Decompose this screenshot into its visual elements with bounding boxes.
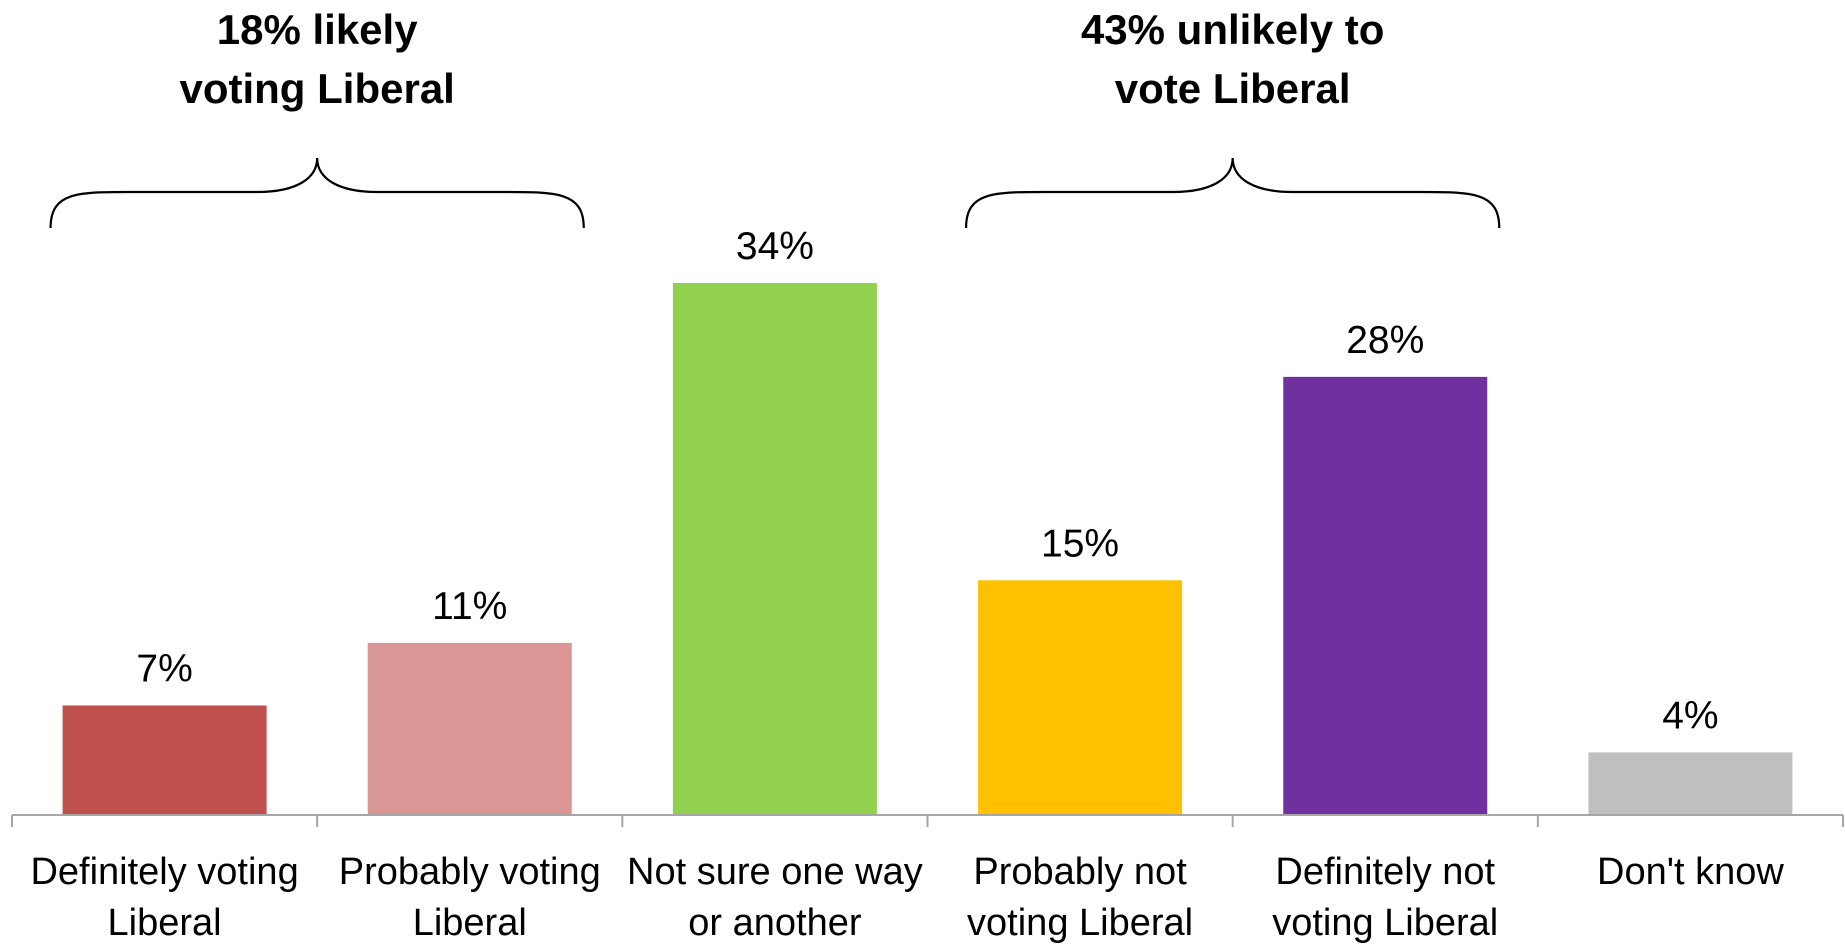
annotation-text: voting Liberal: [179, 65, 454, 112]
annotation-text: 43% unlikely to: [1081, 6, 1384, 53]
category-label: voting Liberal: [967, 902, 1193, 944]
x-axis: Definitely voting Liberal Probably voting L…: [11, 814, 1844, 944]
bar-series: 7% 11% 34% 15% 28% 4%: [62, 225, 1793, 815]
bar: [672, 283, 877, 815]
category-label: Don't know: [1597, 851, 1784, 893]
bar: [1588, 752, 1793, 815]
bar: [367, 642, 572, 815]
annotation-text: 18% likely: [217, 6, 418, 53]
category-label: Liberal: [413, 902, 527, 944]
category-label: Not sure one way: [627, 851, 923, 893]
bar: [62, 705, 267, 815]
category-label: Probably voting: [339, 851, 601, 893]
data-label: 11%: [432, 585, 507, 628]
annotation-text: vote Liberal: [1115, 65, 1351, 112]
bar: [978, 580, 1183, 815]
data-label: 7%: [136, 647, 192, 690]
category-label: or another: [688, 902, 862, 944]
category-label: Definitely voting: [30, 851, 298, 893]
data-label: 4%: [1662, 694, 1718, 737]
category-label: voting Liberal: [1272, 902, 1498, 944]
bar: [1283, 376, 1488, 815]
data-label: 15%: [1041, 522, 1119, 565]
data-label: 34%: [736, 225, 814, 268]
category-label: Liberal: [108, 902, 222, 944]
category-label: Definitely not: [1275, 851, 1495, 893]
bracket-annotations: 18% likely voting Liberal 43% unlikely to v…: [49, 6, 1501, 229]
data-label: 28%: [1346, 319, 1424, 362]
curly-bracket: [964, 157, 1501, 229]
category-label: Probably not: [973, 851, 1187, 893]
curly-bracket: [49, 157, 585, 229]
